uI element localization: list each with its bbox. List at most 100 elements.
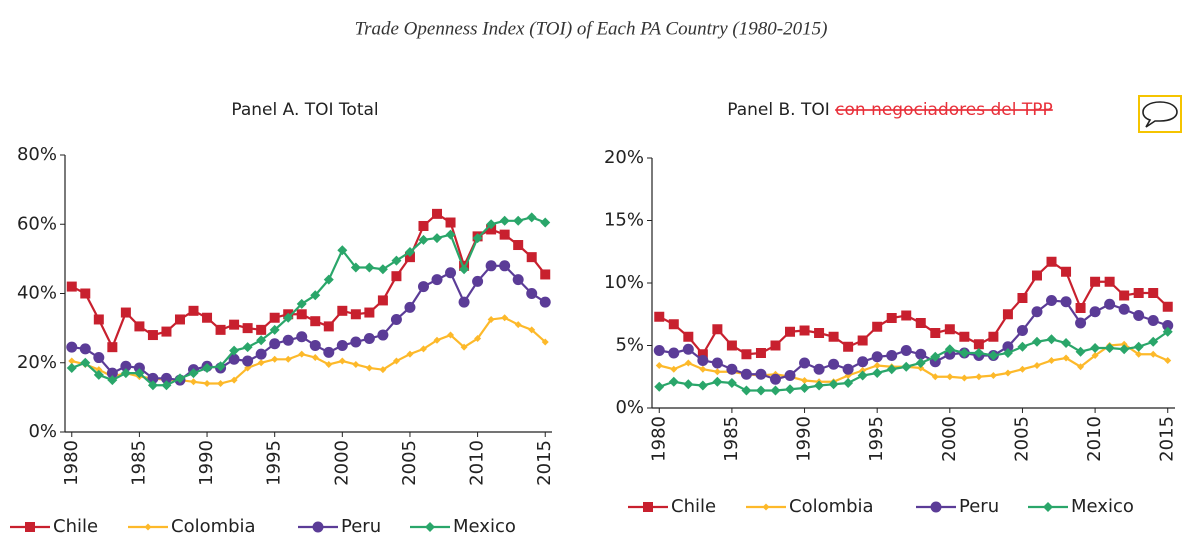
marker [813, 363, 825, 375]
marker [309, 339, 321, 351]
marker [242, 355, 254, 367]
legend-label: Mexico [1071, 496, 1134, 517]
marker [310, 316, 321, 327]
marker [417, 281, 429, 293]
marker [1017, 293, 1028, 303]
x-tick-label: 2010 [1084, 416, 1105, 462]
marker [93, 369, 104, 380]
marker [447, 331, 455, 339]
marker [901, 310, 912, 321]
marker [654, 311, 665, 322]
x-tick-label: 2000 [331, 440, 352, 486]
marker [458, 296, 470, 308]
marker [873, 362, 881, 369]
marker [712, 376, 723, 387]
marker [900, 345, 912, 356]
marker [1089, 306, 1101, 318]
marker [541, 338, 549, 346]
marker [296, 331, 308, 343]
marker [770, 385, 781, 396]
marker [350, 309, 361, 320]
marker [217, 380, 225, 388]
legend-marker [930, 501, 942, 513]
marker [472, 275, 484, 287]
marker [311, 354, 319, 362]
x-tick-label: 1995 [866, 416, 887, 462]
marker [133, 362, 145, 374]
marker [190, 378, 198, 386]
marker [1033, 362, 1041, 369]
marker [930, 328, 941, 338]
marker [799, 357, 811, 369]
marker [80, 288, 91, 299]
marker [418, 220, 429, 231]
marker [1091, 352, 1099, 359]
marker [1002, 348, 1013, 358]
marker [828, 331, 839, 342]
marker [1017, 341, 1028, 352]
marker [472, 233, 483, 244]
marker [1046, 256, 1057, 267]
marker [697, 349, 708, 360]
marker [1075, 303, 1086, 313]
legend-marker [312, 521, 324, 533]
marker [726, 378, 737, 388]
marker [487, 315, 495, 323]
marker [528, 326, 536, 334]
marker [1162, 326, 1173, 337]
marker [392, 357, 400, 365]
legend-marker [425, 522, 435, 532]
marker [269, 312, 280, 323]
marker [1118, 303, 1130, 315]
marker [107, 342, 118, 353]
marker [513, 240, 524, 251]
marker [256, 335, 267, 346]
marker [433, 336, 441, 344]
marker [486, 224, 497, 235]
x-tick-label: 2005 [399, 440, 420, 486]
marker [886, 364, 897, 375]
legend-marker [25, 522, 35, 532]
legend-label: Colombia [171, 516, 256, 537]
marker [1147, 315, 1159, 326]
marker [988, 350, 999, 361]
marker [959, 331, 970, 342]
marker [419, 345, 427, 353]
marker [713, 368, 721, 376]
marker [886, 350, 898, 361]
marker [147, 330, 158, 341]
marker [418, 234, 429, 245]
marker [337, 305, 348, 316]
marker [799, 325, 810, 336]
marker [499, 260, 511, 272]
marker [404, 252, 415, 263]
marker [203, 380, 211, 388]
marker [79, 343, 91, 355]
marker [93, 314, 104, 325]
marker [269, 324, 280, 335]
marker [513, 215, 524, 226]
marker [486, 219, 497, 230]
marker [1046, 334, 1057, 345]
marker [431, 274, 443, 286]
marker [975, 373, 983, 381]
marker [68, 357, 76, 365]
marker [655, 362, 663, 369]
marker [988, 331, 999, 342]
marker [66, 341, 78, 353]
marker [147, 380, 158, 391]
marker [526, 252, 537, 263]
marker [202, 312, 213, 323]
marker [871, 351, 883, 363]
marker [1104, 276, 1115, 287]
panel-title-text: Panel B. TOI [727, 100, 830, 120]
comment-icon[interactable] [1138, 95, 1182, 133]
legend-label: Chile [53, 516, 98, 537]
marker [668, 319, 679, 330]
marker [66, 281, 77, 292]
marker [653, 345, 665, 356]
marker [215, 324, 226, 335]
panel-title: Panel B. TOI con negociadores del TPP [727, 100, 1053, 120]
marker [828, 358, 840, 370]
page-title: Trade Openness Index (TOI) of Each PA Co… [355, 18, 828, 39]
